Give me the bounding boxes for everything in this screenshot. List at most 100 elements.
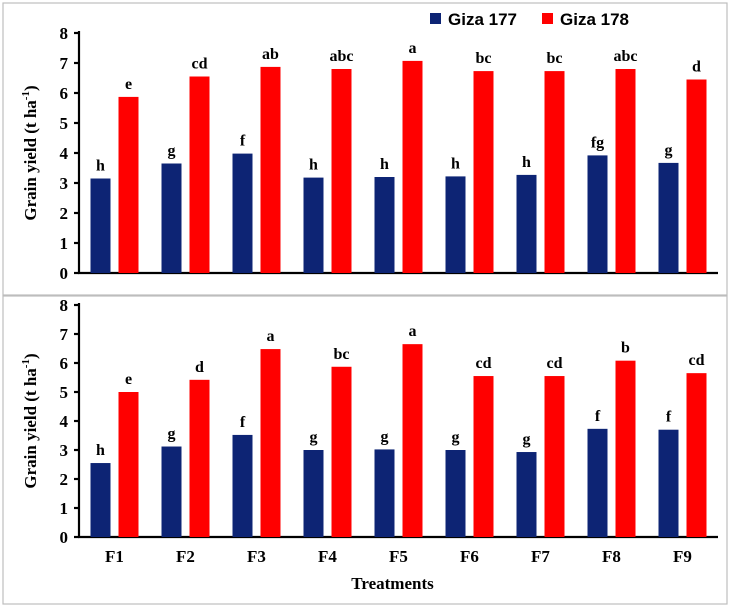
bar-giza-178-f5 <box>402 60 423 274</box>
y-tick-label: 6 <box>60 354 69 373</box>
bar-giza-178-f9 <box>686 79 707 273</box>
bar-giza-177-f1 <box>90 178 111 273</box>
bar-giza-177-f9 <box>658 162 679 273</box>
significance-letter: h <box>380 156 389 173</box>
significance-letter: abc <box>330 48 354 65</box>
bar-giza-177-f7 <box>516 452 537 537</box>
legend-swatch <box>430 13 441 24</box>
y-tick-label: 2 <box>60 470 69 489</box>
significance-letter: ab <box>262 46 279 63</box>
significance-letter: f <box>595 408 601 425</box>
bar-giza-177-f8 <box>587 428 608 537</box>
significance-letter: b <box>621 340 630 357</box>
significance-letter: g <box>381 428 389 445</box>
significance-letter: d <box>195 359 204 376</box>
significance-letter: g <box>523 431 531 448</box>
significance-letter: cd <box>192 56 208 73</box>
y-tick-label: 3 <box>60 174 69 193</box>
bar-giza-177-f2 <box>161 163 182 273</box>
bar-giza-177-f3 <box>232 153 253 273</box>
bar-giza-177-f5 <box>374 449 395 537</box>
significance-letter: g <box>452 429 460 446</box>
bar-giza-178-f6 <box>473 71 494 273</box>
bar-giza-178-f1 <box>118 392 139 537</box>
significance-letter: cd <box>689 352 705 369</box>
y-tick-label: 0 <box>60 264 69 283</box>
bar-giza-178-f1 <box>118 96 139 274</box>
panel-frame <box>2 295 728 605</box>
y-tick-label: 7 <box>60 54 69 73</box>
significance-letter: d <box>692 59 701 76</box>
significance-letter: abc <box>614 48 638 65</box>
significance-letter: cd <box>547 355 563 372</box>
bar-giza-178-f2 <box>189 379 210 537</box>
bottom-panel: 0 1 2 3 4 5 6 7 8 Grain yield (t ha-1) h e F1 g d F2 f a F… <box>2 295 728 605</box>
bar-giza-177-f9 <box>658 429 679 537</box>
significance-letter: h <box>96 158 105 175</box>
bar-giza-178-f7 <box>544 376 565 537</box>
significance-letter: a <box>409 323 417 340</box>
y-tick-label: 1 <box>60 499 69 518</box>
y-tick-label: 5 <box>60 383 69 402</box>
bar-giza-178-f2 <box>189 76 210 273</box>
y-axis-label: Grain yield (t ha-1) <box>20 85 40 220</box>
significance-letter: fg <box>591 134 604 151</box>
x-tick-label-f9: F9 <box>673 547 692 566</box>
bar-giza-177-f6 <box>445 176 466 273</box>
bar-giza-177-f4 <box>303 177 324 273</box>
y-tick-label: 4 <box>60 412 69 431</box>
significance-letter: a <box>267 328 275 345</box>
bar-giza-178-f7 <box>544 71 565 273</box>
panel-frame <box>2 2 728 296</box>
significance-letter: cd <box>476 355 492 372</box>
y-tick-label: 8 <box>60 24 69 43</box>
x-tick-label-f8: F8 <box>602 547 621 566</box>
bar-giza-178-f5 <box>402 344 423 537</box>
bar-giza-177-f8 <box>587 155 608 273</box>
significance-letter: h <box>522 154 531 171</box>
significance-letter: bc <box>334 346 350 363</box>
bar-giza-178-f3 <box>260 66 281 274</box>
y-tick-label: 0 <box>60 528 69 547</box>
significance-letter: e <box>125 76 132 93</box>
significance-letter: h <box>309 157 318 174</box>
bar-giza-177-f4 <box>303 450 324 537</box>
significance-letter: a <box>409 40 417 57</box>
x-tick-label-f5: F5 <box>389 547 408 566</box>
bar-giza-177-f5 <box>374 177 395 273</box>
x-tick-label-f6: F6 <box>460 547 479 566</box>
bar-giza-177-f7 <box>516 174 537 273</box>
bar-giza-178-f6 <box>473 376 494 537</box>
x-tick-label-f4: F4 <box>318 547 337 566</box>
y-axis-label: Grain yield (t ha-1) <box>20 353 40 488</box>
significance-letter: g <box>310 429 318 446</box>
significance-letter: g <box>168 143 176 160</box>
bar-giza-178-f4 <box>331 69 352 273</box>
significance-letter: h <box>451 155 460 172</box>
significance-letter: bc <box>547 50 563 67</box>
bar-giza-177-f1 <box>90 463 111 537</box>
x-tick-label-f1: F1 <box>105 547 124 566</box>
x-tick-label-f7: F7 <box>531 547 550 566</box>
y-tick-label: 3 <box>60 441 69 460</box>
x-tick-label-f3: F3 <box>247 547 266 566</box>
y-tick-label: 1 <box>60 234 69 253</box>
bar-giza-178-f8 <box>615 69 636 273</box>
legend-label: Giza 177 <box>448 10 517 29</box>
bar-giza-178-f8 <box>615 360 636 537</box>
y-tick-label: 4 <box>60 144 69 163</box>
y-tick-label: 7 <box>60 325 69 344</box>
bar-giza-177-f3 <box>232 434 253 537</box>
significance-letter: e <box>125 371 132 388</box>
significance-letter: h <box>96 442 105 459</box>
legend-swatch <box>542 13 553 24</box>
y-tick-label: 2 <box>60 204 69 223</box>
significance-letter: f <box>666 409 672 426</box>
significance-letter: bc <box>476 50 492 67</box>
significance-letter: f <box>240 414 246 431</box>
bar-giza-177-f6 <box>445 450 466 537</box>
bar-giza-177-f2 <box>161 446 182 537</box>
bar-giza-178-f3 <box>260 349 281 537</box>
y-tick-label: 6 <box>60 84 69 103</box>
